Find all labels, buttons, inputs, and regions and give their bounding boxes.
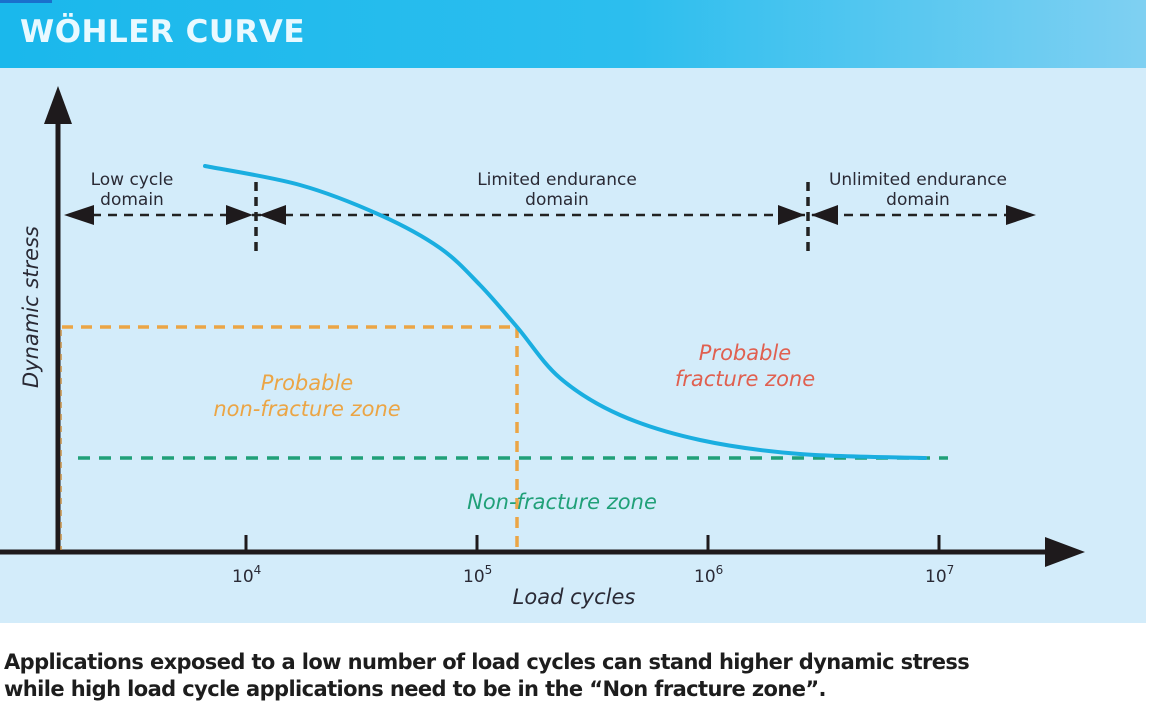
caption: Applications exposed to a low number of … <box>4 649 970 703</box>
x-ticks: 104 105 106 107 <box>232 535 954 587</box>
x-tick-label: 104 <box>232 563 261 587</box>
header-bar: WÖHLER CURVE <box>0 0 1146 68</box>
domain-label-line2: domain <box>525 190 589 210</box>
arrow-left-icon <box>811 205 838 225</box>
probable-non-fracture-label-line2: non-fracture zone <box>213 397 400 421</box>
x-tick-label: 105 <box>463 563 492 587</box>
probable-non-fracture-label-line1: Probable <box>261 371 353 395</box>
probable-fracture-label-line2: fracture zone <box>675 367 815 391</box>
x-tick-exponent: 7 <box>947 563 955 577</box>
x-axis <box>0 537 1085 567</box>
x-tick-exponent: 5 <box>485 563 493 577</box>
arrow-right-icon <box>778 205 805 225</box>
arrow-right-icon <box>1006 205 1036 225</box>
arrow-left-icon <box>64 205 94 225</box>
probable-fracture-label-line1: Probable <box>699 341 791 365</box>
zone-reference-lines <box>60 325 948 550</box>
x-tick-base: 10 <box>925 567 947 587</box>
caption-line1: Applications exposed to a low number of … <box>4 650 970 674</box>
domain-label-line2: domain <box>886 190 950 210</box>
arrow-right-icon <box>226 205 253 225</box>
y-axis <box>44 86 72 552</box>
page-title: WÖHLER CURVE <box>20 14 306 50</box>
domain-label-line1: Unlimited endurance <box>829 170 1007 190</box>
x-tick-base: 10 <box>232 567 254 587</box>
non-fracture-label: Non-fracture zone <box>467 490 657 514</box>
x-tick-label: 107 <box>925 563 954 587</box>
x-tick-exponent: 6 <box>716 563 724 577</box>
x-tick-label: 106 <box>694 563 723 587</box>
wohler-curve-line <box>203 164 927 460</box>
domain-label-line2: domain <box>100 190 164 210</box>
x-tick-base: 10 <box>463 567 485 587</box>
caption-line2: while high load cycle applications need … <box>4 677 827 701</box>
y-axis-arrow-icon <box>44 86 72 124</box>
x-axis-arrow-icon <box>1045 537 1085 567</box>
x-axis-label: Load cycles <box>513 585 636 609</box>
chart-panel <box>0 68 1146 623</box>
arrow-left-icon <box>259 205 286 225</box>
domain-label-line1: Limited endurance <box>477 170 637 190</box>
header-accent <box>0 0 52 3</box>
domain-label-line1: Low cycle <box>91 170 174 190</box>
x-tick-base: 10 <box>694 567 716 587</box>
x-tick-exponent: 4 <box>254 563 262 577</box>
y-axis-label: Dynamic stress <box>19 226 43 388</box>
